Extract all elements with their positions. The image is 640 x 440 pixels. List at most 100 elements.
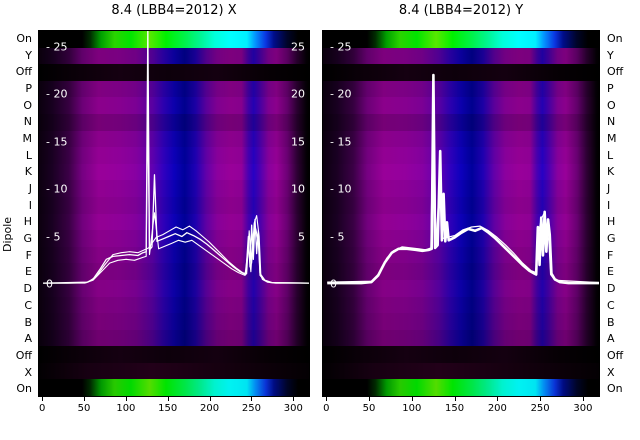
x-axis-x: 0 50 100 150 200 250 300 — [38, 397, 310, 419]
dipole-row-label-h: H — [23, 215, 32, 229]
x-tick-label: 200 — [200, 403, 220, 414]
dipole-row-label-a: A — [24, 332, 32, 346]
dipole-row-label-c: C — [24, 298, 32, 312]
dipole-row-label-l: L — [25, 148, 32, 162]
dipole-row-label-on: On — [607, 382, 623, 396]
dipole-row-label-y: Y — [607, 48, 614, 62]
heatmap-row-n — [323, 113, 599, 131]
dipole-row-label-x: X — [607, 365, 615, 379]
dipole-row-label-k: K — [607, 165, 615, 179]
dipole-row-label-l: L — [607, 148, 614, 162]
heatmap-rows-y — [323, 31, 599, 397]
x-tick-label: 50 — [362, 403, 376, 414]
heatmap-row-f — [323, 246, 599, 264]
x-tick-mark — [582, 397, 584, 401]
heatmap-row-j — [39, 180, 309, 197]
x-tick-label: 250 — [241, 403, 261, 414]
dipole-row-label-on: On — [16, 382, 32, 396]
dipole-row-label-k: K — [24, 165, 32, 179]
dipole-row-label-m: M — [22, 131, 33, 145]
heatmap-row-on — [323, 379, 599, 397]
dipole-row-label-off: Off — [15, 65, 32, 79]
heatmap-row-k — [39, 163, 309, 181]
dipole-row-label-n: N — [23, 115, 32, 129]
x-tick-label: 300 — [573, 403, 593, 414]
x-tick-label: 0 — [323, 403, 330, 414]
heatmap-row-b — [39, 313, 309, 330]
x-tick-label: 150 — [445, 403, 465, 414]
dipole-row-label-p: P — [25, 81, 32, 95]
x-tick-label: 100 — [116, 403, 136, 414]
dipole-row-label-g: G — [23, 232, 32, 246]
x-tick-label: 250 — [530, 403, 550, 414]
x-tick-mark — [369, 397, 371, 401]
heatmap-row-x — [323, 362, 599, 380]
heatmap-row-m — [323, 130, 599, 148]
trace-high-x — [43, 216, 309, 284]
plot-title-x: 8.4 (LBB4=2012) X — [111, 3, 237, 18]
dipole-row-label-b: B — [607, 315, 615, 329]
signal-overlay-y — [323, 31, 599, 396]
dipole-row-label-on: On — [16, 31, 32, 45]
dipole-row-label-off: Off — [15, 348, 32, 362]
heatmap-row-off — [323, 64, 599, 81]
heatmap-row-n — [39, 113, 309, 131]
heatmap-row-on — [39, 379, 309, 397]
x-tick-label: 150 — [158, 403, 178, 414]
dipole-row-label-g: G — [607, 232, 616, 246]
x-axis-y: 0 50 100 150 200 250 300 — [322, 397, 600, 419]
x-tick-mark — [125, 397, 127, 401]
heatmap-row-h — [39, 213, 309, 231]
heatmap-row-on — [323, 31, 599, 48]
dipole-row-label-c: C — [607, 298, 615, 312]
heatmap-row-m — [39, 130, 309, 148]
heatmap-row-a — [323, 329, 599, 347]
dipole-row-label-o: O — [607, 98, 616, 112]
x-tick-mark — [42, 397, 44, 401]
trace-main-x — [43, 31, 309, 283]
heatmap-row-c — [323, 296, 599, 314]
dipole-row-label-a: A — [607, 332, 615, 346]
dipole-row-label-j: J — [607, 182, 611, 196]
dipole-row-label-d: D — [607, 282, 616, 296]
x-tick-mark — [209, 397, 211, 401]
heatmap-row-g — [323, 230, 599, 247]
dipole-row-label-f: F — [607, 248, 614, 262]
x-tick-mark — [251, 397, 253, 401]
trace-echo-y — [327, 94, 599, 283]
dipole-row-label-p: P — [607, 81, 614, 95]
dipole-row-label-o: O — [23, 98, 32, 112]
dipole-row-label-b: B — [24, 315, 32, 329]
heatmap-row-y — [323, 47, 599, 65]
x-tick-mark — [540, 397, 542, 401]
dipole-row-label-off: Off — [607, 348, 624, 362]
dipole-row-label-i: I — [28, 198, 32, 212]
dipole-row-label-m: M — [607, 131, 617, 145]
dipole-row-label-j: J — [28, 182, 32, 196]
x-tick-label: 50 — [77, 403, 91, 414]
x-tick-mark — [84, 397, 86, 401]
heatmap-row-i — [39, 196, 309, 214]
trace-main-y — [327, 75, 599, 283]
x-tick-mark — [167, 397, 169, 401]
heatmap-row-y — [39, 47, 309, 65]
heatmap-row-j — [323, 180, 599, 197]
heatmap-row-d — [323, 279, 599, 297]
heatmap-row-l — [39, 147, 309, 164]
x-tick-mark — [326, 397, 328, 401]
heatmap-row-p — [323, 80, 599, 98]
dipole-row-label-h: H — [607, 215, 616, 229]
x-tick-label: 100 — [402, 403, 422, 414]
plot-title-y: 8.4 (LBB4=2012) Y — [398, 3, 524, 18]
heatmap-row-a — [39, 329, 309, 347]
dipole-row-label-y: Y — [25, 48, 32, 62]
heatmap-row-on — [39, 31, 309, 48]
x-tick-label: 200 — [487, 403, 507, 414]
heatmap-row-off — [39, 64, 309, 81]
heatmap-row-off — [323, 346, 599, 363]
heatmap-row-l — [323, 147, 599, 164]
signal-overlay-x — [39, 31, 309, 396]
trace-low-x — [43, 113, 309, 283]
dipole-row-label-x: X — [24, 365, 32, 379]
